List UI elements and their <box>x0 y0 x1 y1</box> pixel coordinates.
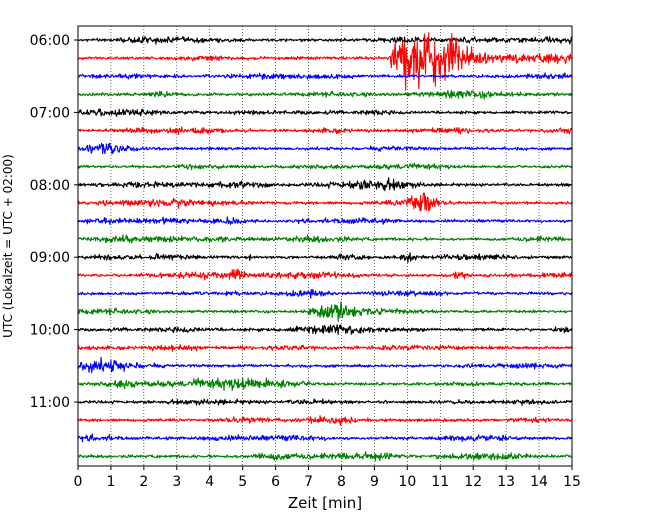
trace-13 <box>77 252 573 263</box>
trace-10 <box>77 192 573 212</box>
x-tick-label: 2 <box>139 474 148 490</box>
y-tick-label: 08:00 <box>30 178 70 194</box>
x-tick-label: 12 <box>464 474 482 490</box>
x-tick-label: 3 <box>172 474 181 490</box>
trace-12 <box>77 234 573 244</box>
trace-9 <box>77 177 573 192</box>
x-tick-label: 11 <box>431 474 449 490</box>
trace-1 <box>77 35 573 45</box>
trace-17 <box>77 324 573 336</box>
x-axis-ticks: 0 1 2 3 4 5 6 7 8 9 10 11 12 13 14 15 <box>74 466 581 490</box>
trace-4 <box>77 89 573 100</box>
trace-22 <box>77 415 573 426</box>
trace-15 <box>77 288 573 299</box>
x-tick-label: 9 <box>370 474 379 490</box>
trace-11 <box>77 216 573 226</box>
plot-frame <box>77 25 573 467</box>
trace-2 <box>77 32 573 91</box>
x-tick-label: 1 <box>106 474 115 490</box>
trace-3 <box>77 72 573 81</box>
y-axis-label: UTC (Lokalzeit = UTC + 02:00) <box>1 154 15 338</box>
x-tick-label: 8 <box>337 474 346 490</box>
x-tick-label: 13 <box>497 474 515 490</box>
x-axis-label: Zeit [min] <box>288 494 362 512</box>
y-axis-ticks: 06:00 07:00 08:00 09:00 10:00 11:00 <box>30 33 78 411</box>
x-tick-label: 5 <box>238 474 247 490</box>
trace-8 <box>77 162 573 171</box>
trace-18 <box>77 344 573 352</box>
trace-24 <box>77 451 573 462</box>
y-tick-label: 07:00 <box>30 105 70 121</box>
trace-21 <box>77 398 573 406</box>
trace-16 <box>77 301 573 323</box>
trace-20 <box>77 377 573 392</box>
y-tick-label: 06:00 <box>30 33 70 49</box>
seismogram-traces <box>77 32 573 462</box>
trace-23 <box>77 433 573 443</box>
x-tick-label: 14 <box>530 474 548 490</box>
trace-5 <box>77 108 573 117</box>
x-tick-label: 4 <box>205 474 214 490</box>
trace-7 <box>77 142 573 155</box>
trace-6 <box>77 126 573 135</box>
trace-14 <box>77 268 573 281</box>
x-tick-label: 7 <box>304 474 313 490</box>
x-tick-label: 15 <box>563 474 581 490</box>
y-tick-label: 09:00 <box>30 250 70 266</box>
y-tick-label: 11:00 <box>30 395 70 411</box>
vertical-gridlines <box>110 26 540 466</box>
y-tick-label: 10:00 <box>30 323 70 339</box>
x-tick-label: 6 <box>271 474 280 490</box>
trace-19 <box>77 356 573 374</box>
x-tick-label: 0 <box>74 474 83 490</box>
x-tick-label: 10 <box>398 474 416 490</box>
